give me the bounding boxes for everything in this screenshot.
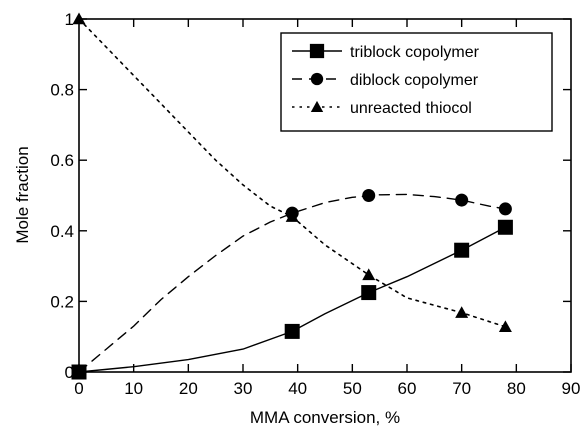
x-tick-label: 70 <box>452 379 471 398</box>
x-tick-label: 50 <box>343 379 362 398</box>
legend-box <box>280 32 553 132</box>
data-point-unreacted-thiocol <box>285 210 299 222</box>
legend-label-diblock-copolymer: diblock copolymer <box>350 72 479 89</box>
legend-label-unreacted-thiocol: unreacted thiocol <box>350 100 472 117</box>
data-point-diblock-copolymer <box>362 189 376 202</box>
y-axis: 0 0.2 0.4 0.6 0.8 1 <box>50 10 571 382</box>
x-tick-label: 0 <box>74 379 83 398</box>
data-point-triblock-copolymer <box>284 323 300 339</box>
data-point-unreacted-thiocol <box>362 268 376 281</box>
y-tick-label: 0.2 <box>50 292 74 311</box>
y-tick-label: 0.8 <box>50 81 74 100</box>
data-point-unreacted-thiocol <box>455 306 469 318</box>
data-point-diblock-copolymer <box>498 202 512 216</box>
x-axis: 0 10 20 30 40 50 60 70 80 90 <box>74 19 580 398</box>
y-tick-label: 0.4 <box>50 222 74 241</box>
series-line-unreacted-thiocol <box>78 18 507 328</box>
x-tick-label: 60 <box>398 379 417 398</box>
data-point-triblock-copolymer <box>454 242 470 258</box>
legend-marker-triblock-copolymer <box>309 43 325 59</box>
data-point-triblock-copolymer <box>361 285 377 301</box>
x-tick-label: 20 <box>179 379 198 398</box>
x-tick-label: 80 <box>507 379 526 398</box>
legend-label-triblock-copolymer: triblock copolymer <box>350 44 480 61</box>
x-tick-label: 40 <box>288 379 307 398</box>
x-axis-title: MMA conversion, % <box>250 408 400 427</box>
x-tick-label: 30 <box>234 379 253 398</box>
y-tick-label: 0 <box>65 363 74 382</box>
legend-marker-diblock-copolymer <box>310 72 324 86</box>
x-tick-label: 10 <box>124 379 143 398</box>
y-axis-title: Mole fraction <box>13 146 32 243</box>
plot-frame <box>78 18 572 373</box>
x-tick-label: 90 <box>562 379 581 398</box>
data-point-unreacted-thiocol <box>498 320 512 333</box>
series-line-triblock-copolymer <box>78 226 507 373</box>
data-point-diblock-copolymer <box>455 193 469 207</box>
plot-lines <box>78 18 507 373</box>
legend: triblock copolymer diblock copolymer unrea… <box>280 32 553 132</box>
data-point-triblock-copolymer <box>497 219 513 235</box>
legend-marker-unreacted-thiocol <box>310 100 324 112</box>
y-tick-label: 1 <box>65 10 74 29</box>
y-tick-label: 0.6 <box>50 151 74 170</box>
